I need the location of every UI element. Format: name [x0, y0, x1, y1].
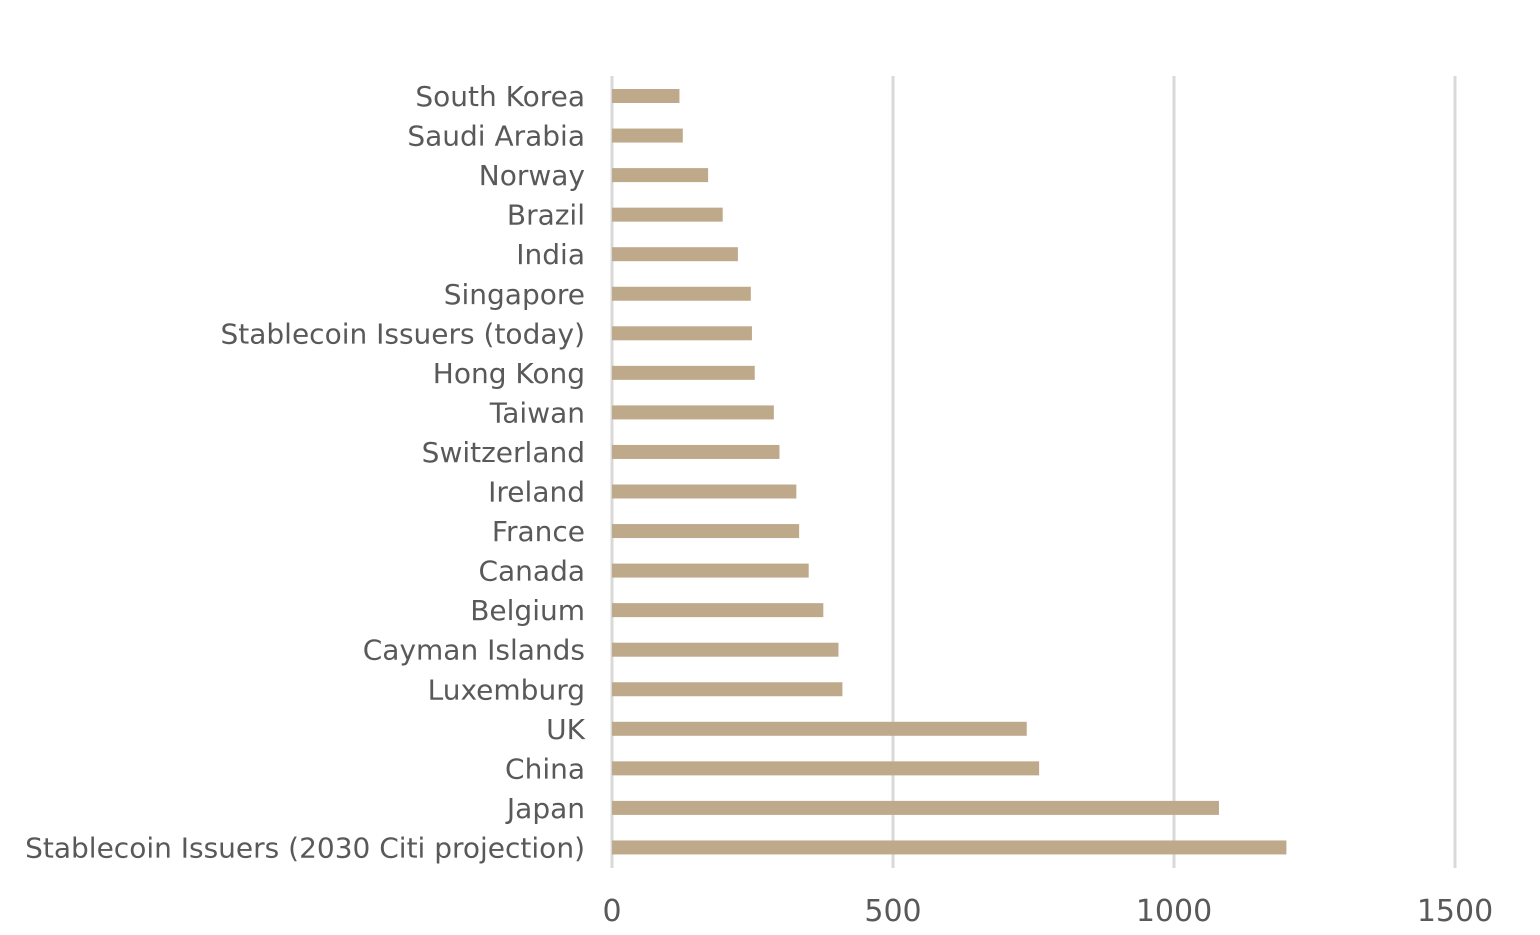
- category-labels: South Korea Saudi Arabia Norway Brazil India…: [25, 80, 586, 864]
- x-tick-label: 1500: [1417, 894, 1493, 929]
- category-label: Switzerland: [422, 436, 585, 469]
- category-label: Japan: [505, 792, 585, 825]
- bar: [612, 603, 824, 618]
- category-label: Cayman Islands: [363, 634, 585, 667]
- bar: [612, 128, 683, 143]
- gridlines: [610, 76, 1457, 868]
- bar: [612, 326, 752, 341]
- x-tick-labels: 0 500 1000 1500: [602, 894, 1493, 929]
- bar: [612, 840, 1287, 855]
- category-label: China: [505, 752, 585, 785]
- category-label: Norway: [479, 159, 585, 192]
- category-label: Canada: [478, 555, 585, 588]
- category-label: UK: [546, 713, 585, 746]
- category-label: Taiwan: [489, 396, 585, 429]
- bar: [612, 524, 800, 539]
- category-label: Hong Kong: [433, 357, 585, 390]
- bar: [612, 247, 738, 262]
- bar: [612, 800, 1219, 815]
- category-label: Stablecoin Issuers (2030 Citi projection…: [25, 831, 585, 864]
- bar: [612, 563, 809, 578]
- bar: [612, 642, 839, 657]
- bar: [612, 168, 709, 183]
- category-label: Stablecoin Issuers (today): [220, 317, 585, 350]
- bar: [612, 207, 723, 222]
- bar: [612, 761, 1040, 776]
- category-label: Saudi Arabia: [407, 120, 585, 153]
- bar: [612, 365, 755, 380]
- bar: [612, 721, 1027, 736]
- category-label: Brazil: [507, 199, 585, 232]
- bar: [612, 286, 751, 301]
- category-label: France: [492, 515, 585, 548]
- category-label: Ireland: [488, 476, 585, 509]
- bars: [612, 89, 1287, 855]
- category-label: Belgium: [470, 594, 585, 627]
- bar: [612, 484, 797, 499]
- x-tick-label: 500: [864, 894, 921, 929]
- bar: [612, 444, 780, 459]
- bar: [612, 405, 774, 420]
- category-label: South Korea: [415, 80, 585, 113]
- x-tick-label: 0: [602, 894, 621, 929]
- bar: [612, 682, 843, 697]
- category-label: India: [516, 238, 585, 271]
- category-label: Luxemburg: [428, 673, 585, 706]
- category-label: Singapore: [444, 278, 585, 311]
- bar: [612, 89, 680, 103]
- x-tick-label: 1000: [1136, 894, 1212, 929]
